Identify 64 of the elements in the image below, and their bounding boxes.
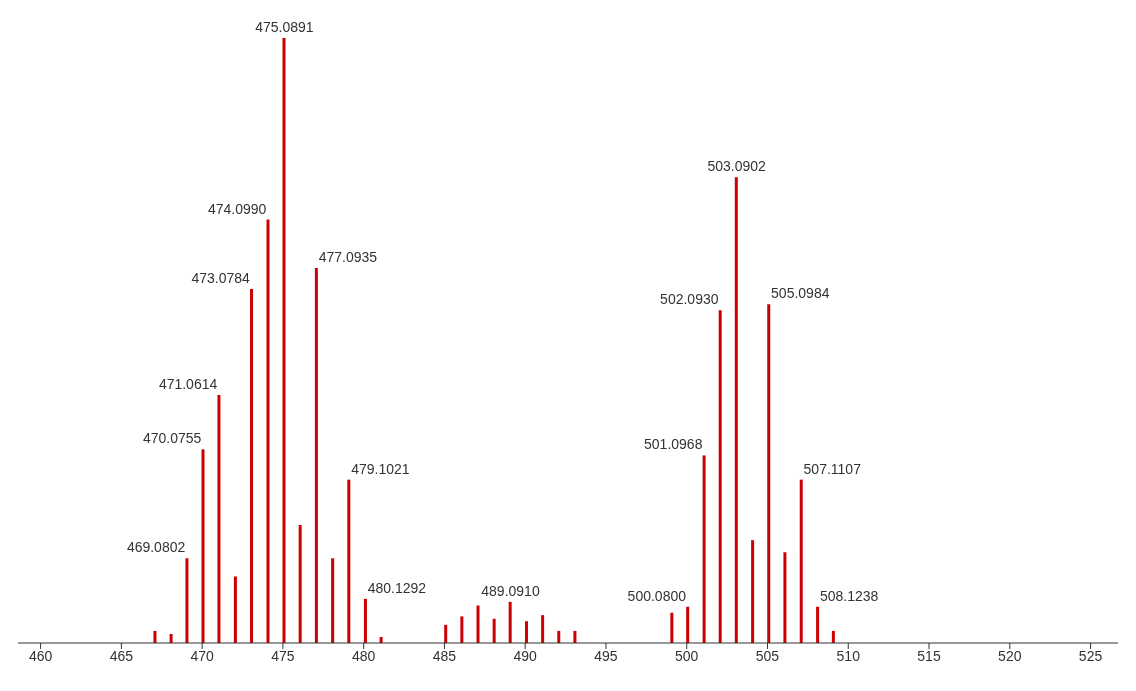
annotation: 508.1238: [819, 587, 879, 604]
bar: [153, 630, 157, 643]
annotation: 505.0984: [771, 285, 830, 302]
annotation: 469.0802: [126, 539, 186, 556]
annotation: 502.0930: [660, 291, 719, 308]
x-tick-label: 500: [675, 647, 699, 664]
bar: [331, 558, 335, 643]
annotation: 477.0935: [318, 248, 378, 265]
bar: [670, 612, 674, 643]
bar: [217, 394, 221, 643]
x-tick-label: 495: [594, 647, 618, 664]
bar: [734, 177, 738, 643]
annotation: 489.0910: [481, 582, 540, 599]
bar: [541, 615, 545, 643]
bar: [799, 479, 803, 643]
x-tick-label: 490: [513, 647, 538, 664]
bar: [282, 38, 286, 643]
bar: [702, 455, 706, 643]
bar: [557, 630, 561, 643]
x-tick-label: 515: [917, 647, 941, 664]
bar: [573, 630, 577, 643]
bar: [266, 219, 270, 643]
annotation: 503.0902: [707, 158, 767, 175]
bar: [767, 304, 771, 643]
annotation: 471.0614: [158, 375, 218, 392]
annotation: 473.0784: [191, 270, 251, 287]
bar: [233, 576, 237, 643]
bar: [831, 630, 835, 643]
bar: [783, 552, 787, 643]
x-tick-label: 510: [836, 647, 861, 664]
bar: [492, 618, 496, 643]
x-tick-label: 465: [109, 647, 134, 664]
bar: [444, 624, 448, 643]
annotation: 470.0755: [142, 430, 202, 447]
x-tick-label: 470: [190, 647, 215, 664]
bar: [298, 525, 302, 643]
bar: [201, 449, 205, 643]
bar: [250, 289, 254, 643]
x-tick-label: 475: [271, 647, 295, 664]
x-tick-label: 525: [1078, 647, 1103, 664]
bar: [751, 540, 755, 643]
annotation: 475.0891: [255, 19, 314, 35]
annotation: 507.1107: [803, 460, 862, 477]
annotation: 501.0968: [644, 436, 703, 453]
x-tick-label: 480: [351, 647, 376, 664]
x-tick-label: 460: [28, 647, 53, 664]
bar: [686, 606, 690, 643]
x-tick-label: 485: [432, 647, 457, 664]
bar: [508, 601, 512, 643]
bar: [524, 621, 528, 643]
x-tick-label: 505: [755, 647, 780, 664]
annotation: 479.1021: [351, 460, 410, 477]
annotation: 500.0800: [627, 587, 687, 604]
bar: [185, 558, 189, 643]
annotation: 480.1292: [367, 579, 427, 596]
annotation: 474.0990: [207, 200, 267, 217]
bar: [314, 267, 318, 643]
bar: [460, 616, 464, 643]
bar: [816, 606, 820, 643]
bar: [476, 605, 480, 643]
bar: [718, 310, 722, 643]
x-tick-label: 520: [998, 647, 1022, 664]
bar: [347, 479, 351, 643]
bar: [363, 598, 367, 643]
